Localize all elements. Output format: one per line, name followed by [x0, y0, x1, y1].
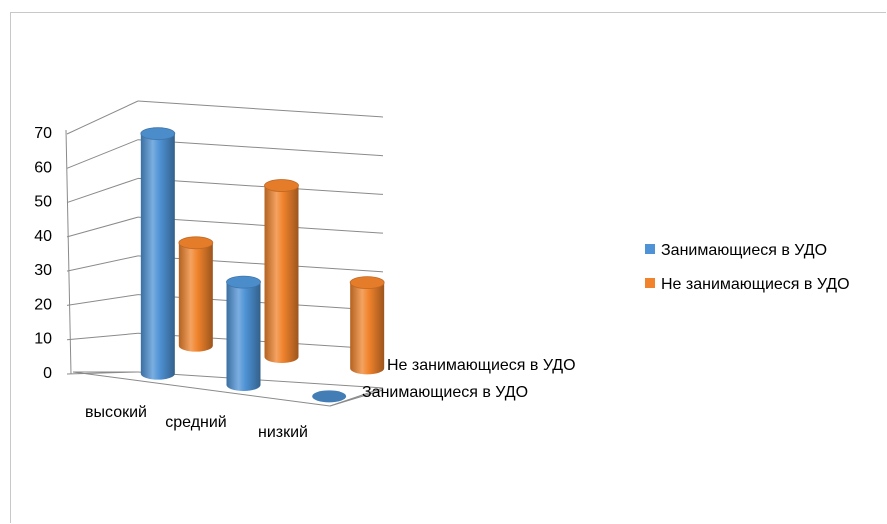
y-tick-label: 0: [43, 365, 52, 382]
bar-udo-1: [226, 282, 261, 392]
gridline: [137, 177, 384, 195]
y-tick-label: 60: [34, 159, 52, 176]
depth-label: Не занимающиеся в УДО: [387, 357, 576, 374]
gridline: [137, 139, 384, 157]
y-tick-label: 50: [34, 194, 52, 211]
bar-top-2: [349, 276, 385, 290]
bar-top-1: [264, 179, 299, 192]
bar-not-udo-0: [178, 242, 213, 352]
bar-top-1: [226, 275, 261, 289]
legend-entry: Занимающиеся в УДО: [661, 242, 827, 259]
bar-udo-2: [312, 390, 347, 403]
gridline-side: [66, 294, 139, 306]
y-tick-label: 20: [34, 296, 52, 313]
gridline-side: [66, 139, 139, 169]
gridline-side: [66, 332, 139, 341]
chart-frame: [10, 12, 886, 523]
category-label: высокий: [85, 404, 147, 421]
gridline-side: [66, 100, 139, 135]
legend-swatch: [645, 278, 655, 288]
gridline-side: [66, 216, 139, 238]
legend-swatch: [645, 244, 655, 254]
floor-edge-front: [72, 371, 331, 407]
bar-udo-0: [140, 133, 175, 380]
depth-axis-line: [329, 389, 384, 407]
bar-not-udo-2: [350, 282, 385, 375]
y-tick-label: 70: [34, 125, 52, 142]
gridline-side: [66, 255, 139, 272]
legend-entry: Не занимающиеся в УДО: [661, 276, 850, 293]
gridline: [137, 100, 384, 118]
y-axis-line: [65, 129, 72, 375]
category-label: средний: [165, 414, 227, 431]
category-label: низкий: [258, 424, 308, 441]
gridline-side: [66, 177, 139, 204]
bar-top-0: [140, 127, 176, 141]
bar-top-0: [178, 236, 214, 250]
bar-not-udo-1: [264, 185, 299, 363]
y-tick-label: 30: [34, 262, 52, 279]
y-tick-label: 10: [34, 331, 52, 348]
y-tick-label: 40: [34, 228, 52, 245]
depth-label: Занимающиеся в УДО: [362, 384, 528, 401]
gridline: [137, 216, 384, 234]
